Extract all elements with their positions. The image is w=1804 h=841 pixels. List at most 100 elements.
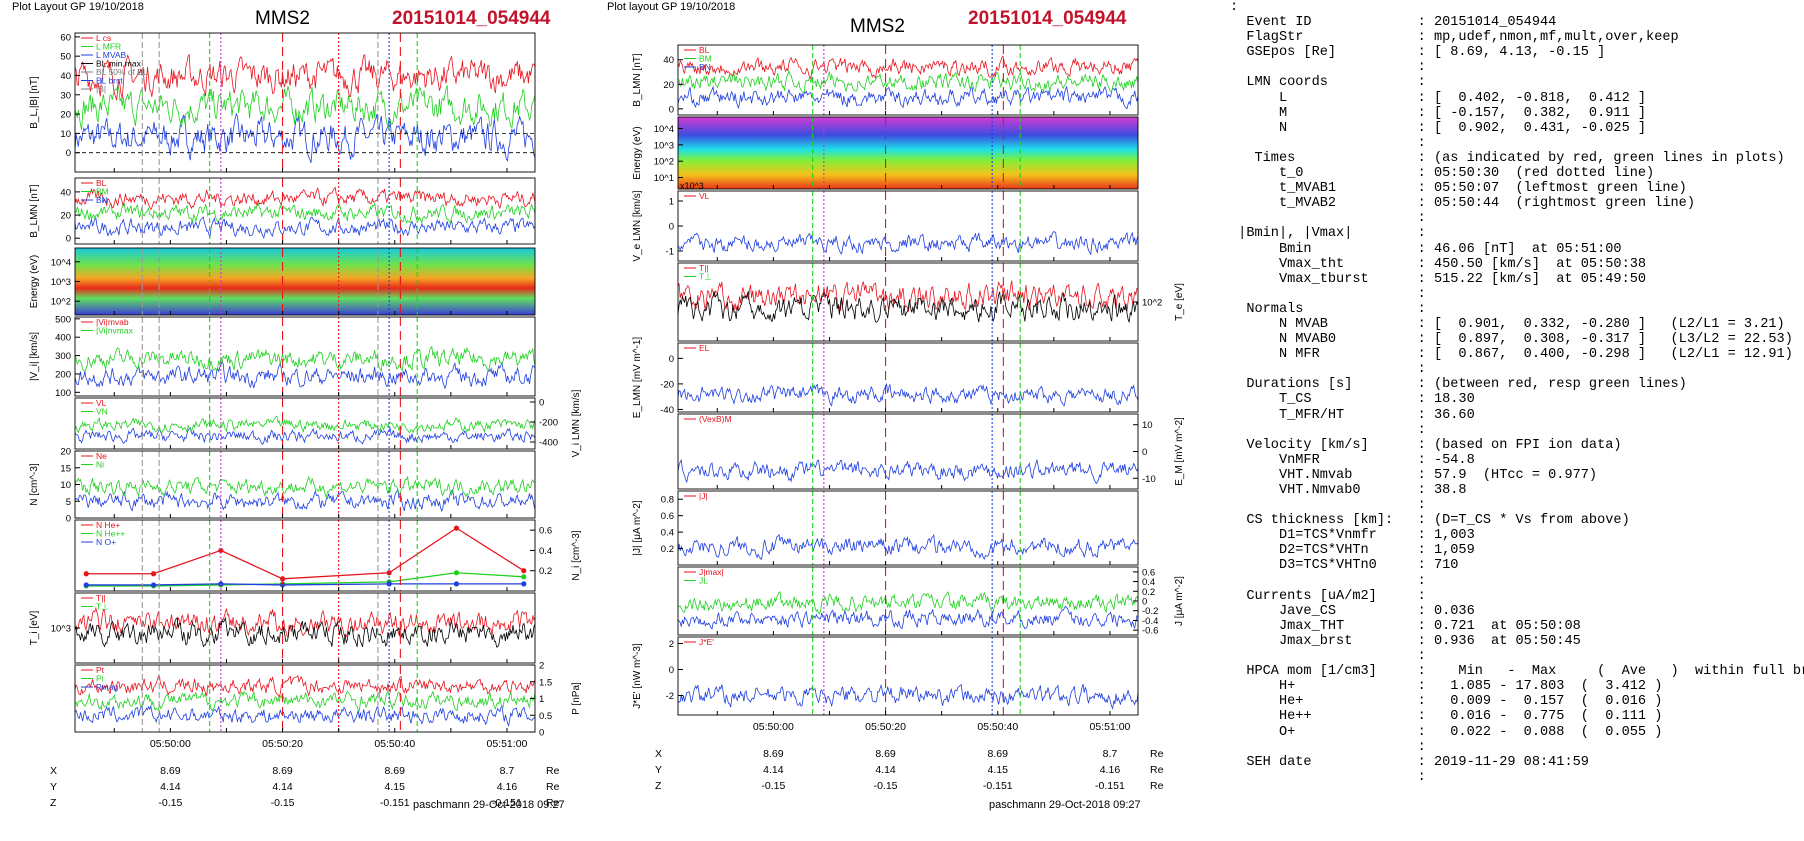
legend-label: Pi xyxy=(96,674,104,684)
series-line xyxy=(677,55,1139,80)
series-line xyxy=(74,186,536,211)
series-line xyxy=(677,85,1139,110)
y-tick-label: 20 xyxy=(60,447,71,458)
y-tick-label: 10^4 xyxy=(654,124,674,135)
y-tick-label: 0.2 xyxy=(661,544,674,555)
pos-cell: -0.151 xyxy=(1095,780,1125,792)
y-tick-label: 20 xyxy=(60,211,71,222)
y-tick-label: 0.2 xyxy=(539,566,552,577)
time-tick-label: 05:51:00 xyxy=(487,738,528,750)
y-axis-label: N [cm^-3] xyxy=(29,463,40,506)
pos-unit: Re xyxy=(546,781,560,793)
series-line xyxy=(74,675,536,699)
legend-label: BL,min,max xyxy=(96,59,142,69)
data-point xyxy=(453,581,460,587)
y-tick-label: 0.4 xyxy=(1142,577,1155,588)
y-axis-label: B_LMN [nT] xyxy=(632,53,643,107)
pos-unit: Re xyxy=(1150,780,1164,792)
y-tick-label: 0 xyxy=(669,665,674,676)
y-tick-label: -0.6 xyxy=(1142,626,1158,637)
legend-label: JL xyxy=(699,576,708,586)
pos-unit: Re xyxy=(1150,764,1164,776)
y-tick-label: -0.2 xyxy=(1142,606,1158,617)
series-line xyxy=(74,475,536,499)
y-tick-label: 5 xyxy=(66,497,71,508)
legend-label: Pmag xyxy=(96,682,118,692)
y-axis-label: E_LMN [mV m^-1] xyxy=(632,337,643,419)
panel-frame xyxy=(74,397,536,450)
y-axis-label: T_i [eV] xyxy=(29,611,40,646)
panel-EM: 10 0 -10 E_M [mV m^-2] (VexB)M xyxy=(677,413,1185,490)
time-tick-label: 05:51:00 xyxy=(1090,721,1131,733)
panel-JLMN: 0.60.40.20-0.2-0.4-0.6 J [μA m^-2] J|max|J… xyxy=(677,566,1185,637)
pos-cell: 8.69 xyxy=(160,765,181,777)
panel-frame xyxy=(677,44,1139,116)
legend-label: N O+ xyxy=(96,537,116,547)
y-tick-label: -400 xyxy=(539,438,558,449)
pos-cell: 8.69 xyxy=(385,765,406,777)
time-tick-label: 05:50:00 xyxy=(150,738,191,750)
legend-label: T⊥ xyxy=(96,602,109,612)
panel-frame xyxy=(677,116,1139,190)
right-event-id: 20151014_054944 xyxy=(968,8,1127,29)
panel-frame xyxy=(677,490,1139,566)
y-tick-label: 20 xyxy=(60,110,71,121)
y-tick-label: 100 xyxy=(55,388,71,399)
y-tick-label: 2 xyxy=(539,661,544,672)
time-tick-label: 05:50:40 xyxy=(977,721,1018,733)
y-tick-label: 0.5 xyxy=(539,711,552,722)
panel-Ti: 10^3 T_i [eV] T||T⊥ xyxy=(29,592,536,664)
data-point xyxy=(83,571,89,577)
series-line xyxy=(677,605,1139,630)
panel-frame xyxy=(677,342,1139,413)
panel-ELMN: 0 -20 -40 E_LMN [mV m^-1] EL xyxy=(632,337,1139,419)
spectrogram-image xyxy=(678,117,1138,189)
axis-multiplier: x10^3 xyxy=(680,181,704,191)
y-tick-label: 10^2 xyxy=(1142,298,1162,309)
y-axis-label: J*E' [nW m^-3] xyxy=(632,643,643,709)
y-axis-label: B_LMN [nT] xyxy=(29,184,40,238)
panel-espec: 10^4 10^3 10^2 10^1 Energy (eV) xyxy=(632,116,1139,190)
legend-label: T⊥ xyxy=(699,272,712,282)
pos-cell: -0.15 xyxy=(271,797,295,809)
y-tick-label: 10^3 xyxy=(51,277,71,288)
time-tick-label: 05:50:00 xyxy=(753,721,794,733)
pos-cell: 8.69 xyxy=(272,765,293,777)
data-point xyxy=(453,570,460,576)
event-info-panel: : Event ID : 20151014_054944 FlagStr : m… xyxy=(1230,0,1804,785)
data-point xyxy=(218,581,224,587)
legend-label: VN xyxy=(96,407,108,417)
legend-label: L MVAB xyxy=(96,50,127,60)
series-line xyxy=(677,683,1139,710)
series-line xyxy=(74,216,536,240)
y-tick-label: -10 xyxy=(1142,474,1156,485)
series-line xyxy=(677,290,1139,323)
legend-label: EL xyxy=(699,343,710,353)
pos-cell: 4.15 xyxy=(385,781,406,793)
y-tick-label: 40 xyxy=(60,187,71,198)
y-tick-label: 500 xyxy=(55,314,71,325)
legend-label: N He+ xyxy=(96,520,120,530)
legend-label: T|| xyxy=(699,263,709,273)
y-tick-label: 10^2 xyxy=(51,297,71,308)
pos-cell: 8.69 xyxy=(988,748,1009,760)
y-tick-label: 0.2 xyxy=(1142,587,1155,598)
y-tick-label: -1 xyxy=(666,247,674,258)
y-tick-label: 0.4 xyxy=(661,528,674,539)
panel-Vi: 100 200 300 400 500 |V_i| [km/s] |Vi|mvab|Vi|n… xyxy=(29,314,536,399)
pos-cell: 4.14 xyxy=(272,781,293,793)
y-tick-label: 10^1 xyxy=(654,173,674,184)
data-point xyxy=(453,525,460,531)
panel-frame xyxy=(677,190,1139,262)
left-figure-title: MMS2 xyxy=(255,8,310,29)
legend-label: BM xyxy=(699,54,712,64)
series-line xyxy=(74,202,536,225)
series-line xyxy=(74,690,536,712)
y-tick-label: 0 xyxy=(669,354,674,365)
y-axis-label: E_M [mV m^-2] xyxy=(1174,417,1185,486)
y-tick-label: -40 xyxy=(660,405,674,416)
y-tick-label: 1 xyxy=(669,197,674,208)
left-footer: paschmann 29-Oct-2018 09:27 xyxy=(413,799,565,811)
